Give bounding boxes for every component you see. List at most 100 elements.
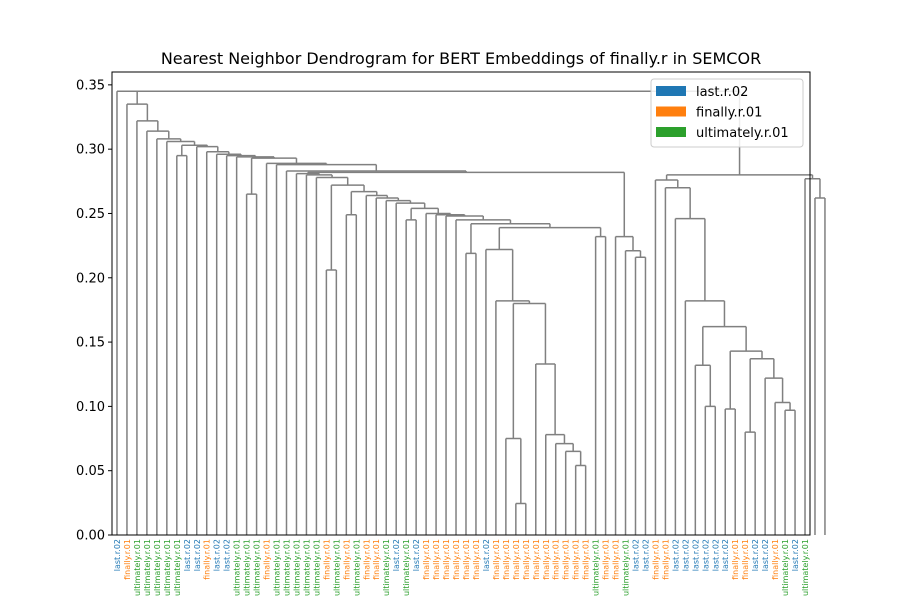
leaf-label: last.r.02 <box>691 539 700 571</box>
dendrogram-link <box>410 207 439 220</box>
leaf-label: ultimately.r.01 <box>781 539 790 596</box>
leaf-label: finally.r.01 <box>562 539 571 580</box>
leaf-label: ultimately.r.01 <box>133 539 142 596</box>
leaf-labels: last.r.02 finally.r.01 ultimately.r.01 ulti… <box>113 539 810 596</box>
y-tick-label: 0.30 <box>76 143 105 158</box>
y-tick-label: 0.25 <box>76 207 105 222</box>
leaf-label: finally.r.01 <box>731 539 740 580</box>
dendrogram-link <box>330 184 365 271</box>
legend-swatch <box>656 86 686 96</box>
legend-label: finally.r.01 <box>696 106 762 121</box>
dendrogram-link <box>749 358 775 433</box>
leaf-label: finally.r.01 <box>263 539 272 580</box>
dendrogram-link <box>365 194 389 535</box>
leaf-label: finally.r.01 <box>472 539 481 580</box>
leaf-label: last.r.02 <box>671 539 680 571</box>
dendrogram-link <box>307 171 626 237</box>
leaf-label: finally.r.01 <box>362 539 371 580</box>
leaf-label: last.r.02 <box>761 539 770 571</box>
y-tick-label: 0.35 <box>76 78 105 93</box>
leaf-label: finally.r.01 <box>741 539 750 580</box>
chart-title: Nearest Neighbor Dendrogram for BERT Emb… <box>161 49 761 68</box>
leaf-label: finally.r.01 <box>661 539 670 580</box>
y-tick-label: 0.10 <box>76 400 105 415</box>
y-tick-label: 0.05 <box>76 464 105 479</box>
leaf-label: ultimately.r.01 <box>163 539 172 596</box>
dendrogram-link <box>455 219 512 535</box>
leaf-label: last.r.02 <box>701 539 710 571</box>
y-tick-label: 0.00 <box>76 529 105 544</box>
leaf-label: finally.r.01 <box>123 539 132 580</box>
dendrogram-link <box>116 90 741 535</box>
leaf-label: finally.r.01 <box>452 539 461 580</box>
leaf-label: finally.r.01 <box>203 539 212 580</box>
leaf-label: ultimately.r.01 <box>253 539 262 596</box>
leaf-label: finally.r.01 <box>492 539 501 580</box>
leaf-label: last.r.02 <box>711 539 720 571</box>
legend-label: ultimately.r.01 <box>696 126 789 141</box>
leaf-label: finally.r.01 <box>532 539 541 580</box>
legend-label: last.r.02 <box>696 85 748 100</box>
dendrogram-link <box>305 174 333 535</box>
y-tick-label: 0.15 <box>76 336 105 351</box>
leaf-label: finally.r.01 <box>322 539 331 580</box>
leaf-label: ultimately.r.01 <box>243 539 252 596</box>
dendrogram-link <box>814 197 826 535</box>
leaf-label: ultimately.r.01 <box>173 539 182 596</box>
dendrogram-link <box>245 193 258 535</box>
leaf-label: finally.r.01 <box>442 539 451 580</box>
leaf-label: last.r.02 <box>223 539 232 571</box>
leaf-label: finally.r.01 <box>542 539 551 580</box>
dendrogram-link <box>465 252 477 535</box>
leaf-label: ultimately.r.01 <box>233 539 242 596</box>
leaf-label: finally.r.01 <box>342 539 351 580</box>
leaf-label: ultimately.r.01 <box>292 539 301 596</box>
leaf-label: last.r.02 <box>681 539 690 571</box>
dendrogram-link <box>774 401 791 535</box>
dendrogram-link <box>156 138 182 535</box>
leaf-label: ultimately.r.01 <box>622 539 631 596</box>
leaf-label: last.r.02 <box>213 539 222 571</box>
leaf-label: ultimately.r.01 <box>332 539 341 596</box>
leaf-label: ultimately.r.01 <box>592 539 601 596</box>
y-axis: 0.00 0.05 0.10 0.15 0.20 0.25 0.30 0.35 <box>76 78 112 544</box>
leaf-label: finally.r.01 <box>462 539 471 580</box>
y-tick-label: 0.20 <box>76 271 105 286</box>
leaf-label: last.r.02 <box>632 539 641 571</box>
leaf-label: last.r.02 <box>721 539 730 571</box>
leaf-label: finally.r.01 <box>612 539 621 580</box>
leaf-label: ultimately.r.01 <box>402 539 411 596</box>
leaf-label: ultimately.r.01 <box>153 539 162 596</box>
leaf-label: last.r.02 <box>412 539 421 571</box>
plot-frame <box>111 71 811 536</box>
leaf-label: last.r.02 <box>183 539 192 571</box>
dendrogram-link <box>674 217 706 535</box>
dendrogram-link <box>205 150 230 535</box>
leaf-label: ultimately.r.01 <box>273 539 282 596</box>
leaf-label: finally.r.01 <box>422 539 431 580</box>
leaf-label: last.r.02 <box>751 539 760 571</box>
leaf-label: last.r.02 <box>193 539 202 571</box>
leaf-label: ultimately.r.01 <box>382 539 391 596</box>
dendrogram-links <box>116 90 826 535</box>
dendrogram-link <box>285 170 467 535</box>
leaf-label: finally.r.01 <box>582 539 591 580</box>
leaf-label: finally.r.01 <box>432 539 441 580</box>
leaf-label: last.r.02 <box>113 539 122 571</box>
leaf-label: finally.r.01 <box>512 539 521 580</box>
leaf-label: ultimately.r.01 <box>352 539 361 596</box>
legend-box <box>650 78 804 148</box>
dendrogram-link <box>495 300 531 535</box>
dendrogram-link <box>564 450 582 535</box>
legend-swatch <box>656 127 686 137</box>
leaf-label: last.r.02 <box>641 539 650 571</box>
leaf-label: finally.r.01 <box>502 539 511 580</box>
leaf-label: ultimately.r.01 <box>801 539 810 596</box>
legend: last.r.02 finally.r.01 ultimately.r.01 <box>650 78 804 148</box>
leaf-label: ultimately.r.01 <box>302 539 311 596</box>
dendrogram-link <box>295 172 321 535</box>
leaf-label: finally.r.01 <box>602 539 611 580</box>
leaf-label: last.r.02 <box>482 539 491 571</box>
leaf-label: finally.r.01 <box>651 539 660 580</box>
legend-swatch <box>656 106 686 117</box>
